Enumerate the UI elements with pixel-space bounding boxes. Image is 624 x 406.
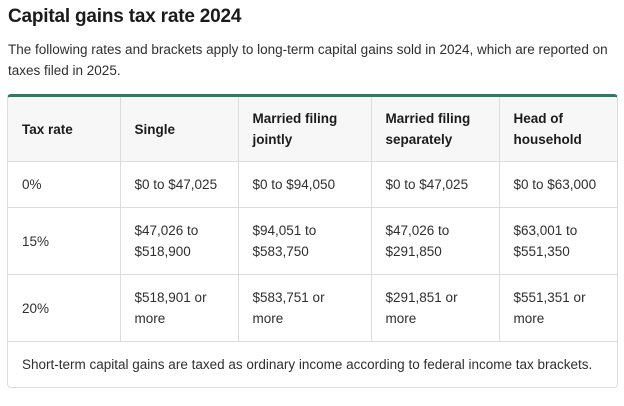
table-row: 0% $0 to $47,025 $0 to $94,050 $0 to $47… xyxy=(8,161,617,208)
table-row: 15% $47,026 to $518,900 $94,051 to $583,… xyxy=(8,207,617,275)
column-header-married-separately: Married filing separately xyxy=(370,97,499,162)
cell-head-of-household: $63,001 to $551,350 xyxy=(498,207,617,275)
table-footnote: Short-term capital gains are taxed as or… xyxy=(8,341,617,387)
cell-married-jointly: $94,051 to $583,750 xyxy=(237,207,371,275)
cell-married-separately: $291,851 or more xyxy=(370,274,499,342)
cell-married-separately: $47,026 to $291,850 xyxy=(370,207,499,275)
cell-single: $518,901 or more xyxy=(119,274,238,342)
capital-gains-table: Tax rate Single Married filing jointly M… xyxy=(8,97,617,387)
column-header-married-jointly: Married filing jointly xyxy=(237,97,371,162)
column-header-head-of-household: Head of household xyxy=(498,97,617,162)
table-header-row: Tax rate Single Married filing jointly M… xyxy=(8,97,617,162)
cell-rate: 0% xyxy=(8,161,120,208)
cell-single: $47,026 to $518,900 xyxy=(119,207,238,275)
tax-table: Tax rate Single Married filing jointly M… xyxy=(7,94,618,388)
cell-rate: 20% xyxy=(8,274,120,342)
cell-married-jointly: $0 to $94,050 xyxy=(237,161,371,208)
page-title: Capital gains tax rate 2024 xyxy=(8,6,242,27)
intro-text: The following rates and brackets apply t… xyxy=(8,42,608,78)
column-header-tax-rate: Tax rate xyxy=(8,97,120,162)
table-footnote-row: Short-term capital gains are taxed as or… xyxy=(8,341,617,387)
cell-head-of-household: $0 to $63,000 xyxy=(498,161,617,208)
page: Capital gains tax rate 2024 The followin… xyxy=(7,6,618,388)
cell-single: $0 to $47,025 xyxy=(119,161,238,208)
cell-head-of-household: $551,351 or more xyxy=(498,274,617,342)
cell-rate: 15% xyxy=(8,207,120,275)
cell-married-jointly: $583,751 or more xyxy=(237,274,371,342)
column-header-single: Single xyxy=(119,97,238,162)
cell-married-separately: $0 to $47,025 xyxy=(370,161,499,208)
table-row: 20% $518,901 or more $583,751 or more $2… xyxy=(8,274,617,342)
